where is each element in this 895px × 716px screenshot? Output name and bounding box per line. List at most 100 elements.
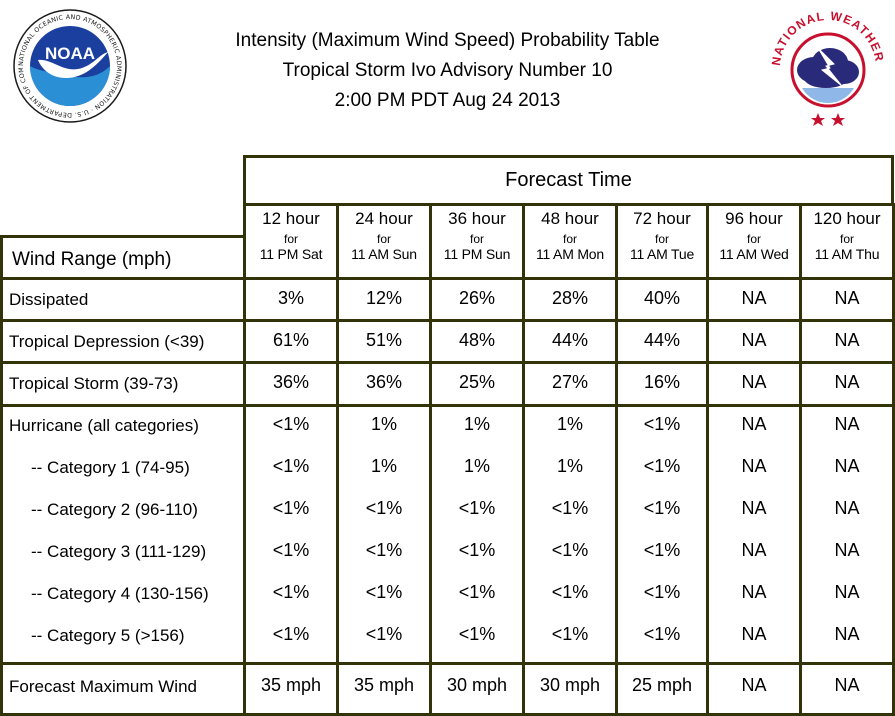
probability-value: NA xyxy=(834,582,860,602)
probability-value: <1% xyxy=(458,582,496,602)
column-hour-label: 72 hour xyxy=(633,209,691,228)
probability-value: <1% xyxy=(365,624,403,644)
probability-value: 30 mph xyxy=(539,675,601,695)
probability-value: <1% xyxy=(365,582,403,602)
probability-value: <1% xyxy=(643,414,681,434)
probability-value: 35 mph xyxy=(260,675,322,695)
probability-value: NA xyxy=(834,372,860,392)
probability-value: NA xyxy=(834,498,860,518)
probability-value: 1% xyxy=(463,414,490,434)
wind-range-label: Wind Range (mph) xyxy=(12,249,172,270)
probability-value: 51% xyxy=(365,330,403,350)
probability-value: <1% xyxy=(643,456,681,476)
probability-value: <1% xyxy=(458,624,496,644)
probability-value: NA xyxy=(834,288,860,308)
probability-value: 1% xyxy=(463,456,490,476)
column-for-label: for xyxy=(654,232,669,246)
probability-value: NA xyxy=(741,582,767,602)
probability-value: <1% xyxy=(643,624,681,644)
wind-range-header: Wind Range (mph) xyxy=(0,235,246,280)
column-for-label: for xyxy=(562,232,577,246)
title-line-1: Intensity (Maximum Wind Speed) Probabili… xyxy=(235,30,660,51)
column-time-label: 11 AM Sun xyxy=(351,246,417,262)
probability-value: 16% xyxy=(643,372,681,392)
row-label: Tropical Depression (<39) xyxy=(9,332,205,351)
probability-value: <1% xyxy=(272,498,310,518)
probability-value: NA xyxy=(741,288,767,308)
probability-value: <1% xyxy=(365,540,403,560)
probability-value: NA xyxy=(834,540,860,560)
column-header: 120 hour for 11 AM Thu xyxy=(799,203,895,280)
nws-logo: NATIONAL WEATHER SERVICE xyxy=(763,0,888,128)
noaa-seal-icon: NATIONAL OCEANIC AND ATMOSPHERIC ADMINIS… xyxy=(9,3,127,123)
probability-value: 48% xyxy=(458,330,496,350)
probability-value: <1% xyxy=(272,624,310,644)
column-header: 36 hour for 11 PM Sun xyxy=(429,203,525,280)
probability-value: 36% xyxy=(365,372,403,392)
column-hour-label: 36 hour xyxy=(448,209,506,228)
column-hour-label: 48 hour xyxy=(541,209,599,228)
probability-value: NA xyxy=(741,414,767,434)
probability-value: NA xyxy=(741,624,767,644)
probability-value: 26% xyxy=(458,288,496,308)
column-time-label: 11 AM Wed xyxy=(719,246,789,262)
probability-value: <1% xyxy=(643,582,681,602)
forecast-time-label: Forecast Time xyxy=(505,169,632,191)
probability-value: NA xyxy=(741,372,767,392)
category-row-label: -- Category 3 (111-129) xyxy=(31,542,207,561)
document-title: Intensity (Maximum Wind Speed) Probabili… xyxy=(180,26,715,116)
probability-value: 1% xyxy=(556,414,583,434)
column-time-label: 11 AM Thu xyxy=(814,246,880,262)
column-time-label: 11 PM Sat xyxy=(259,246,323,262)
category-row-label: -- Category 1 (74-95) xyxy=(31,458,190,477)
category-row-label: -- Category 4 (130-156) xyxy=(31,584,209,603)
probability-value: NA xyxy=(834,456,860,476)
column-hour-label: 96 hour xyxy=(725,209,783,228)
nws-seal-icon: NATIONAL WEATHER SERVICE xyxy=(763,0,886,126)
probability-value: 12% xyxy=(365,288,403,308)
column-hour-label: 120 hour xyxy=(813,209,881,228)
probability-value: NA xyxy=(741,498,767,518)
probability-value: 25 mph xyxy=(631,675,693,695)
row-label: Tropical Storm (39-73) xyxy=(9,374,179,393)
probability-value: <1% xyxy=(551,582,589,602)
probability-value: 28% xyxy=(551,288,589,308)
probability-value: <1% xyxy=(643,540,681,560)
probability-value: <1% xyxy=(551,498,589,518)
column-time-label: 11 AM Tue xyxy=(629,246,695,262)
row-label: Hurricane (all categories) xyxy=(9,416,199,435)
column-time-label: 11 AM Mon xyxy=(536,246,604,262)
probability-value: 40% xyxy=(643,288,681,308)
probability-value: 3% xyxy=(277,288,304,308)
column-header: 24 hour for 11 AM Sun xyxy=(336,203,432,280)
probability-value: <1% xyxy=(643,498,681,518)
probability-value: <1% xyxy=(551,624,589,644)
value-cell-box xyxy=(799,662,895,716)
category-row-label: -- Category 2 (96-110) xyxy=(31,500,198,519)
probability-value: <1% xyxy=(272,456,310,476)
probability-value: <1% xyxy=(272,582,310,602)
probability-value: 44% xyxy=(551,330,589,350)
noaa-logo: NATIONAL OCEANIC AND ATMOSPHERIC ADMINIS… xyxy=(9,3,128,124)
probability-value: NA xyxy=(834,330,860,350)
probability-value: <1% xyxy=(272,414,310,434)
probability-value: <1% xyxy=(365,498,403,518)
probability-value: 1% xyxy=(370,456,397,476)
column-time-label: 11 PM Sun xyxy=(443,246,511,262)
column-header: 48 hour for 11 AM Mon xyxy=(522,203,618,280)
column-header: 96 hour for 11 AM Wed xyxy=(706,203,802,280)
column-header: 72 hour for 11 AM Tue xyxy=(615,203,709,280)
column-hour-label: 24 hour xyxy=(355,209,413,228)
column-for-label: for xyxy=(469,232,484,246)
probability-value: NA xyxy=(834,414,860,434)
row-label: Forecast Maximum Wind xyxy=(9,677,197,696)
row-label: Dissipated xyxy=(9,290,89,309)
probability-value: <1% xyxy=(458,498,496,518)
probability-value: 61% xyxy=(272,330,310,350)
probability-value: 1% xyxy=(370,414,397,434)
probability-value: 1% xyxy=(556,456,583,476)
probability-value: NA xyxy=(741,456,767,476)
probability-value: <1% xyxy=(458,540,496,560)
probability-value: 25% xyxy=(458,372,496,392)
forecast-time-header: Forecast Time xyxy=(243,155,894,206)
